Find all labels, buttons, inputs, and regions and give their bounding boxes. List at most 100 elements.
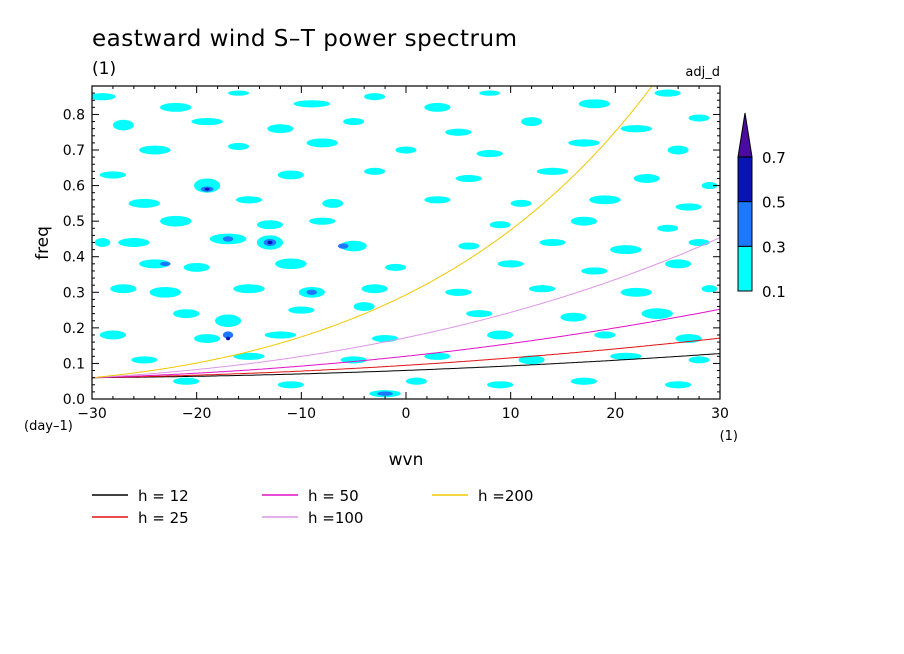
contour-blob-low xyxy=(570,216,598,226)
dispersion-curve xyxy=(92,308,720,379)
contour-blob-low xyxy=(267,124,294,134)
contour-blob-low xyxy=(445,288,472,296)
contour-blob-low xyxy=(570,377,598,385)
colorbar-segment xyxy=(737,245,753,292)
colorbar: 0.1 0.3 0.5 0.7 xyxy=(737,112,786,301)
contour-blob-low xyxy=(173,377,200,385)
contour-blob-low xyxy=(112,119,134,131)
y-tick-label: 0.1 xyxy=(63,356,85,372)
contour-blob-low xyxy=(688,114,710,122)
x-axis-label: wvn xyxy=(389,450,424,470)
contour-blob-low xyxy=(665,381,692,389)
contour-blob-low xyxy=(371,334,399,343)
contour-blob-low xyxy=(309,217,336,225)
contour-blob-low xyxy=(675,203,702,211)
legend-label: h =100 xyxy=(308,509,363,527)
contour-blob-low xyxy=(476,150,503,158)
contour-blob-low xyxy=(528,285,556,293)
x-unit-label: (1) xyxy=(720,429,738,444)
contour-blob-low xyxy=(233,284,265,294)
contour-blob-low xyxy=(518,355,545,365)
contour-blob-mid xyxy=(377,391,393,396)
contour-blob-low xyxy=(667,145,689,155)
legend-label: h = 50 xyxy=(308,487,359,505)
dispersion-curve xyxy=(92,237,720,379)
contour-blob-low xyxy=(395,146,417,154)
contour-blob-low xyxy=(277,170,304,180)
x-tick-label: −10 xyxy=(287,406,317,422)
colorbar-segment xyxy=(737,201,753,247)
contour-blob-low xyxy=(228,142,250,151)
contour-blob-low xyxy=(128,198,161,208)
contour-blob-low xyxy=(657,224,679,232)
y-ticks: 0.0 0.1 0.2 0.3 0.4 0.5 0.6 0.7 0.8 xyxy=(63,92,720,408)
contour-blob-high xyxy=(225,336,231,341)
contour-blob-mid xyxy=(222,236,234,242)
contour-blob-low xyxy=(620,125,652,133)
contour-blob-low xyxy=(214,314,242,327)
contour-blob-low xyxy=(620,287,652,297)
contour-blob-low xyxy=(479,90,501,96)
contour-blob-low xyxy=(385,263,406,271)
contour-blob-low xyxy=(361,284,388,294)
contour-blob-low xyxy=(610,245,642,255)
contour-blob-low xyxy=(594,331,616,339)
y-tick-label: 0.4 xyxy=(63,250,85,266)
contour-blob-low xyxy=(364,167,386,175)
x-tick-label: −20 xyxy=(182,406,212,422)
contour-blob-low xyxy=(160,102,192,112)
contour-blob-low xyxy=(688,238,710,247)
contour-blob-low xyxy=(458,242,480,250)
contour-blob-low xyxy=(688,356,710,364)
y-tick-label: 0.0 xyxy=(63,392,85,408)
contour-blob-low xyxy=(353,302,375,311)
contour-blob-low xyxy=(322,198,344,208)
contour-fill-mid xyxy=(160,186,393,396)
contour-blob-low xyxy=(139,145,171,155)
chart-title: eastward wind S–T power spectrum xyxy=(92,26,518,52)
chart-tag: adj_d xyxy=(685,65,720,80)
contour-blob-low xyxy=(139,259,171,269)
colorbar-label: 0.5 xyxy=(762,194,786,212)
contour-blob-low xyxy=(560,312,587,322)
contour-blob-low xyxy=(94,238,111,247)
contour-blob-low xyxy=(701,285,718,293)
contour-blob-low xyxy=(455,174,482,183)
contour-blob-low xyxy=(665,259,692,269)
contour-blob-low xyxy=(160,215,192,227)
x-tick-label: 10 xyxy=(502,406,520,422)
contour-blob-low xyxy=(578,99,611,109)
plot-frame xyxy=(91,85,721,400)
colorbar-segment xyxy=(737,156,753,203)
contour-blob-low xyxy=(589,195,621,205)
contour-blob-high xyxy=(204,187,210,191)
contour-blob-low xyxy=(340,240,367,252)
x-tick-label: 30 xyxy=(711,406,729,422)
contour-blob-low xyxy=(275,258,307,270)
contour-blob-low xyxy=(654,89,681,97)
contour-blob-low xyxy=(487,381,514,389)
contour-blob-high xyxy=(267,240,273,245)
contour-blob-low xyxy=(277,381,304,389)
y-axis-label: freq xyxy=(33,226,53,260)
legend: h = 12 h = 25 h = 50 h =100 h =200 xyxy=(92,487,533,527)
contour-blob-low xyxy=(233,352,265,360)
contour-blob-low xyxy=(293,100,331,108)
colorbar-extend-arrow xyxy=(737,112,753,158)
colorbar-label: 0.1 xyxy=(762,283,786,301)
dispersion-curve xyxy=(92,353,720,379)
contour-fill-low xyxy=(92,89,718,398)
x-tick-label: 0 xyxy=(402,406,411,422)
contour-blob-mid xyxy=(222,331,234,339)
contour-blob-low xyxy=(118,238,150,247)
contour-blob-low xyxy=(466,310,493,318)
y-tick-label: 0.3 xyxy=(63,285,85,301)
contour-blob-low xyxy=(264,331,297,339)
chart-subtitle: (1) xyxy=(92,59,116,79)
contour-blob-low xyxy=(445,128,472,136)
contour-blob-low xyxy=(510,199,532,207)
contour-blob-low xyxy=(183,262,210,272)
contour-blob-low xyxy=(194,334,221,343)
contour-blob-low xyxy=(99,171,127,179)
